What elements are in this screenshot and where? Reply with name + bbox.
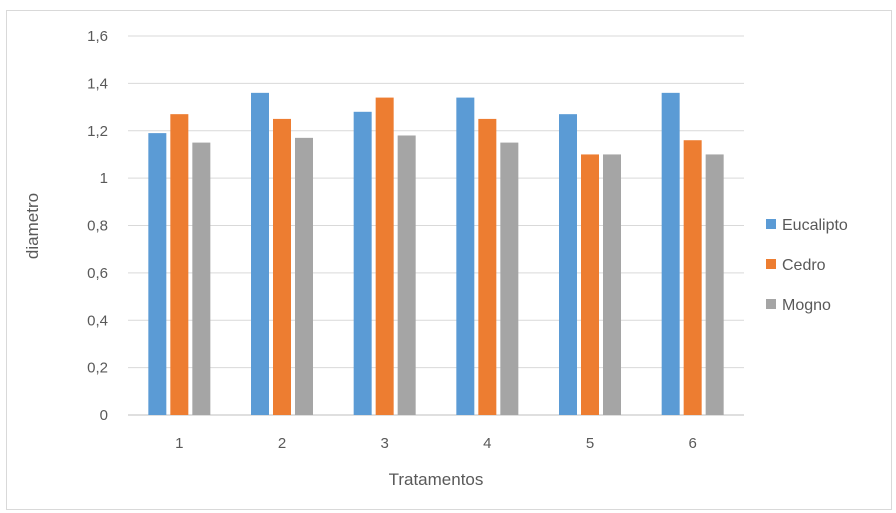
x-axis-title: Tratamentos: [389, 470, 484, 489]
bar-eucalipto-5: [559, 114, 577, 415]
y-tick-label: 0,6: [87, 265, 108, 282]
y-tick-label: 1,4: [87, 75, 108, 92]
x-axis-tick-labels: 1 2 3 4 5 6: [175, 435, 697, 452]
legend: Eucalipto Cedro Mogno: [766, 217, 848, 314]
bar-cedro-6: [683, 140, 702, 415]
bar-eucalipto-3: [353, 111, 372, 416]
bar-mogno-4: [500, 142, 519, 415]
x-tick-label: 3: [380, 435, 388, 452]
x-tick-label: 2: [278, 435, 286, 452]
y-tick-label: 1,2: [87, 123, 108, 140]
bar-eucalipto-6: [661, 92, 680, 415]
x-tick-label: 5: [586, 435, 594, 452]
legend-label-mogno: Mogno: [782, 297, 831, 314]
bar-cedro-2: [273, 118, 291, 415]
bar-cedro-3: [375, 97, 394, 416]
legend-swatch-eucalipto: [766, 219, 776, 229]
bar-mogno-5: [603, 154, 621, 415]
bar-cedro-4: [478, 118, 497, 415]
x-tick-label: 6: [688, 435, 696, 452]
legend-swatch-mogno: [766, 299, 776, 309]
x-tick-label: 1: [175, 435, 183, 452]
bar-mogno-2: [295, 137, 313, 415]
bar-eucalipto-4: [456, 97, 475, 416]
y-axis-title: diametro: [23, 193, 42, 259]
x-tick-label: 4: [483, 435, 491, 452]
bars: [148, 92, 724, 416]
bar-eucalipto-1: [148, 133, 167, 415]
y-axis-tick-labels: 0 0,2 0,4 0,6 0,8 1 1,2 1,4 1,6: [87, 28, 108, 424]
bar-mogno-3: [397, 135, 416, 416]
y-tick-label: 0,2: [87, 360, 108, 377]
gridlines: [128, 35, 744, 416]
y-tick-label: 0,4: [87, 312, 108, 329]
y-tick-label: 1,6: [87, 28, 108, 45]
bar-cedro-1: [170, 114, 189, 415]
legend-label-cedro: Cedro: [782, 257, 826, 274]
legend-label-eucalipto: Eucalipto: [782, 217, 848, 234]
y-tick-label: 1: [100, 170, 108, 187]
bar-eucalipto-2: [251, 92, 269, 415]
bar-mogno-1: [192, 142, 211, 415]
legend-swatch-cedro: [766, 259, 776, 269]
bar-mogno-6: [705, 154, 724, 415]
y-tick-label: 0: [100, 407, 108, 424]
bar-cedro-5: [581, 154, 599, 415]
y-tick-label: 0,8: [87, 218, 108, 235]
